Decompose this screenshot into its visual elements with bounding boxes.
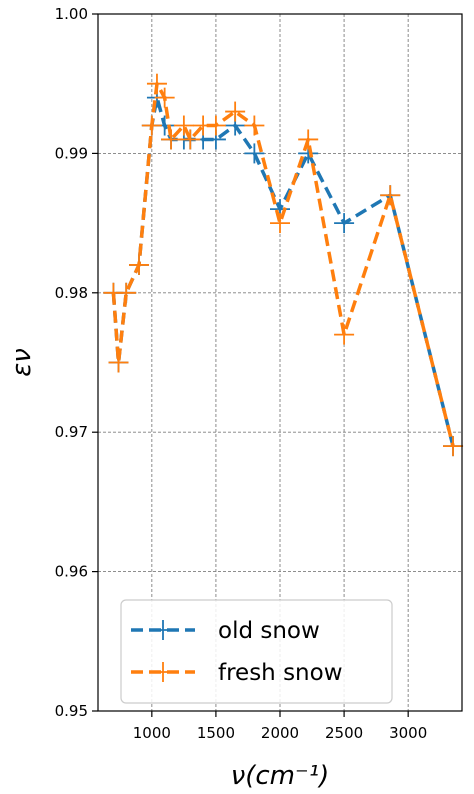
- data-point: [116, 282, 137, 303]
- x-tick-label: 2000: [261, 724, 299, 742]
- data-point: [154, 87, 175, 108]
- data-point: [244, 115, 265, 136]
- data-point: [334, 324, 355, 345]
- ticks: 1000 1500 2000 2500 3000 0.95 0.96 0.97 0.98 0.99…: [55, 5, 428, 742]
- data-point: [205, 115, 226, 136]
- y-tick-label: 0.99: [55, 144, 88, 162]
- data-point: [443, 436, 464, 457]
- legend-label: fresh snow: [218, 660, 343, 686]
- data-point: [270, 213, 290, 234]
- data-point: [380, 185, 401, 206]
- data-point: [161, 129, 182, 150]
- legend-box: [120, 599, 393, 704]
- y-tick-label: 0.96: [55, 563, 88, 581]
- series-fresh-snow: [103, 73, 464, 457]
- data-point: [334, 213, 355, 234]
- series-layer: [103, 73, 464, 457]
- data-point: [180, 129, 201, 150]
- legend: old snow fresh snow: [120, 599, 393, 704]
- legend-item: old snow: [131, 618, 320, 644]
- legend-item: fresh snow: [131, 660, 343, 686]
- data-point: [173, 115, 194, 136]
- x-tick-label: 3000: [389, 724, 427, 742]
- x-axis-label: ν(cm⁻¹): [231, 761, 330, 791]
- legend-label: old snow: [218, 618, 320, 644]
- data-point: [146, 73, 167, 94]
- data-point: [129, 254, 150, 275]
- data-point: [225, 101, 246, 122]
- data-point: [298, 129, 319, 150]
- data-point: [141, 115, 162, 136]
- x-tick-label: 2500: [325, 724, 363, 742]
- data-point: [108, 352, 129, 373]
- x-tick-label: 1000: [133, 724, 171, 742]
- y-tick-label: 0.95: [55, 702, 88, 720]
- y-axis-label: εν: [7, 348, 37, 377]
- x-tick-label: 1500: [197, 724, 235, 742]
- y-tick-label: 0.98: [55, 284, 88, 302]
- y-tick-label: 1.00: [55, 5, 88, 23]
- y-tick-label: 0.97: [55, 423, 88, 441]
- data-point: [244, 143, 265, 164]
